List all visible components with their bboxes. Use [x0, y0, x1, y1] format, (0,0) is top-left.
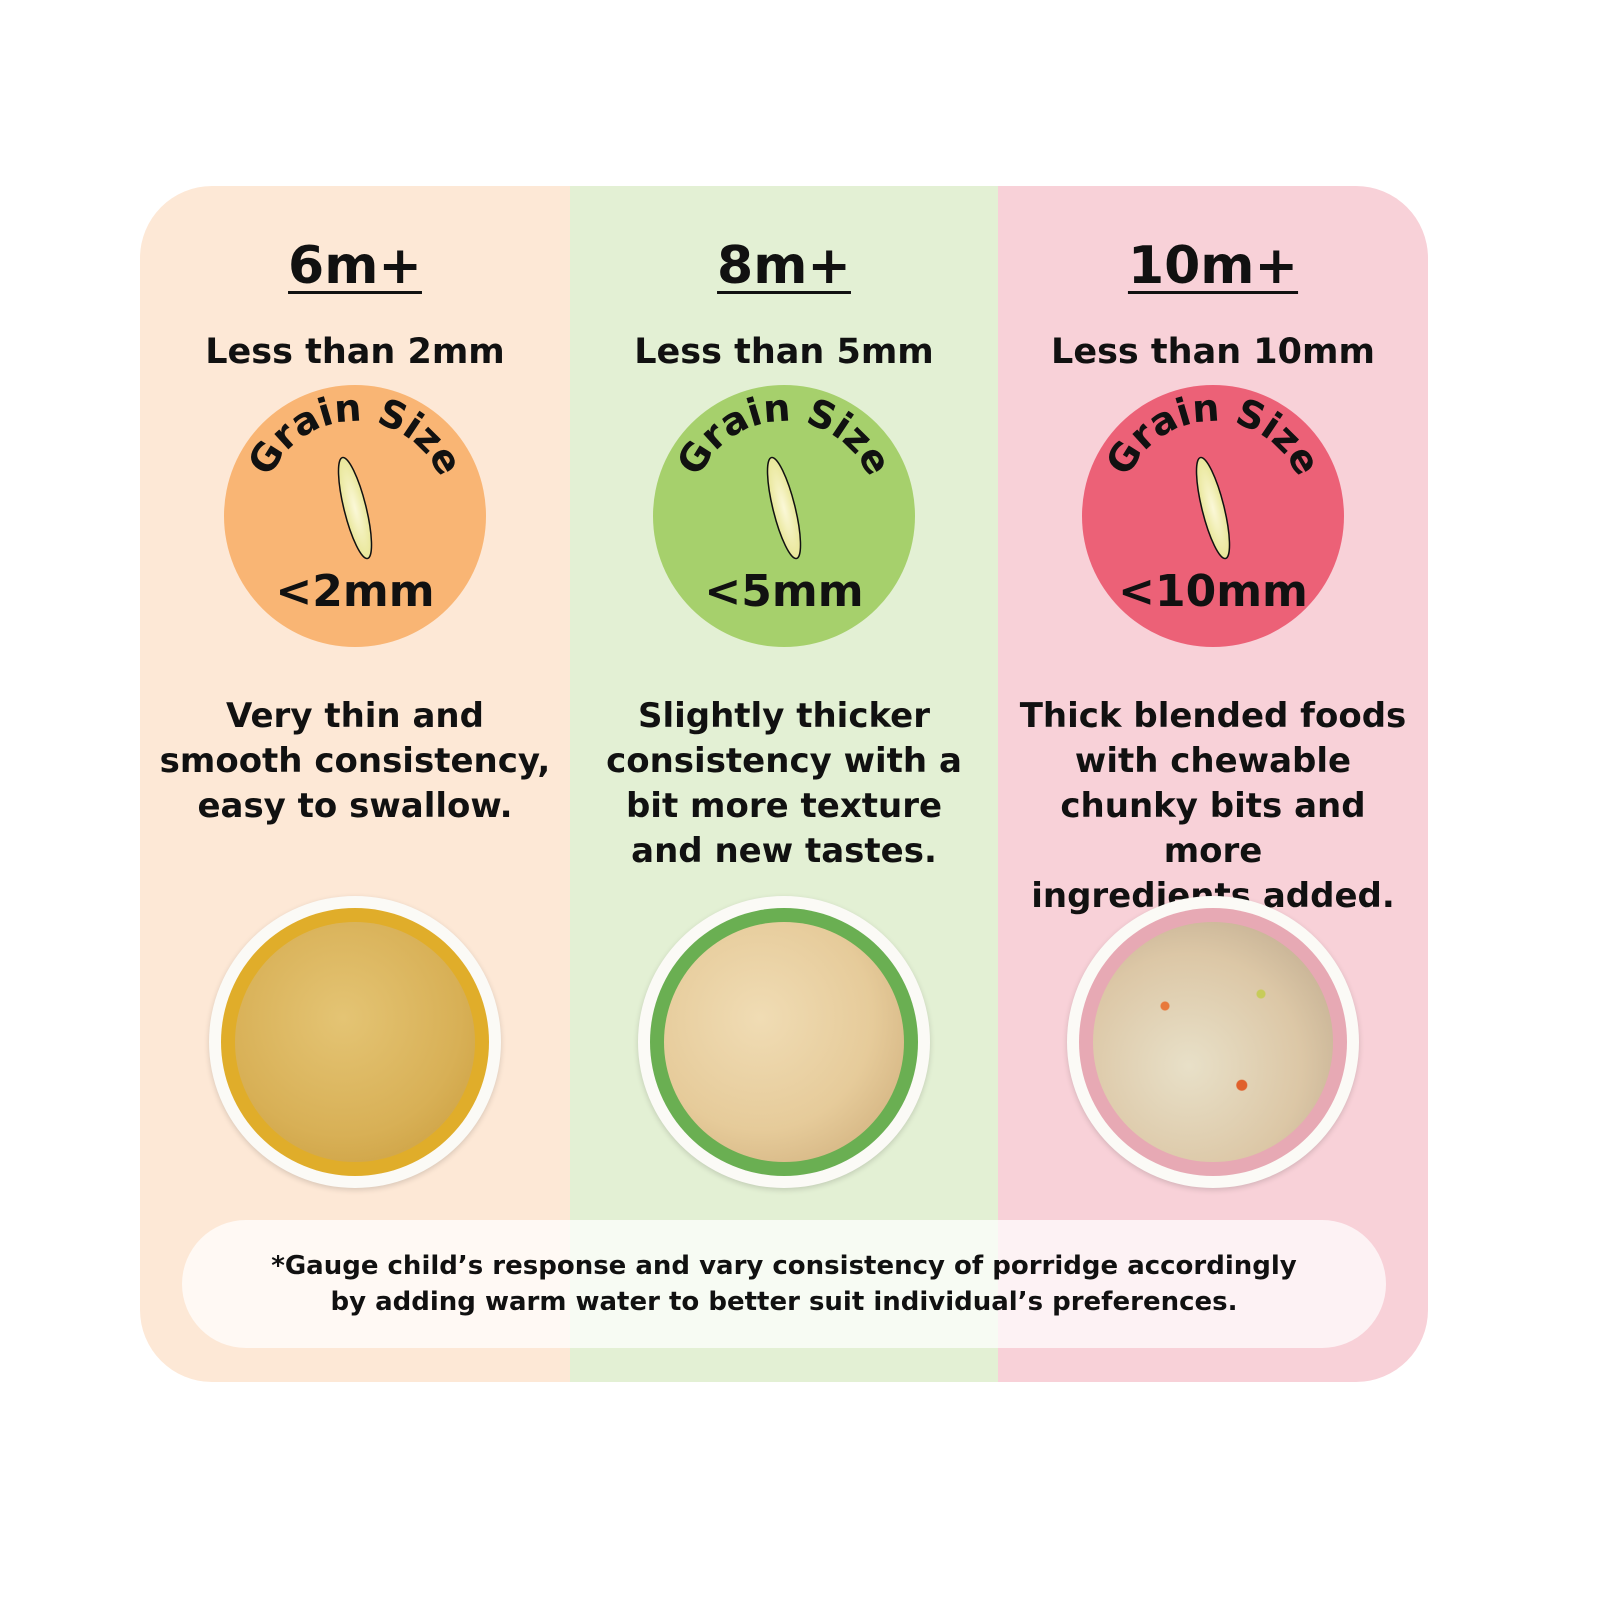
- footnote-line: by adding warm water to better suit indi…: [330, 1287, 1238, 1317]
- consistency-panel: 6m+ Less than 2mm Grain Size <2mm Very t…: [140, 186, 1428, 1382]
- description: Very thin and smooth consistency, easy to …: [150, 694, 560, 829]
- grain-size-badge: Grain Size <5mm: [653, 385, 915, 647]
- badge-value: <5mm: [704, 566, 863, 617]
- description-line: and new tastes.: [631, 831, 937, 871]
- column-6m: 6m+ Less than 2mm Grain Size <2mm Very t…: [140, 186, 570, 1382]
- porridge-bowl-image: [1067, 896, 1359, 1188]
- column-8m: 8m+ Less than 5mm Grain Size <5mm Slight…: [570, 186, 998, 1382]
- rice-grain-icon: [337, 456, 373, 560]
- grain-size-badge: Grain Size <2mm: [224, 385, 486, 647]
- age-heading: 10m+: [1127, 236, 1299, 296]
- age-heading: 8m+: [717, 236, 851, 296]
- badge-value: <10mm: [1118, 566, 1308, 617]
- description-line: Thick blended foods: [1019, 696, 1407, 736]
- footnote: *Gauge child’s response and vary consist…: [182, 1220, 1386, 1348]
- footnote-line: *Gauge child’s response and vary consist…: [271, 1251, 1297, 1281]
- description-line: with chewable: [1074, 741, 1352, 781]
- description-line: smooth consistency,: [159, 741, 551, 781]
- size-text: Less than 5mm: [634, 332, 934, 372]
- size-text: Less than 10mm: [1051, 332, 1375, 372]
- description-line: Slightly thicker: [637, 696, 931, 736]
- description: Slightly thicker consistency with a bit mo…: [580, 694, 988, 874]
- description: Thick blended foods with chewable chunky b…: [1008, 694, 1418, 919]
- description-line: easy to swallow.: [197, 786, 513, 826]
- grain-size-badge: Grain Size <10mm: [1082, 385, 1344, 647]
- description-line: bit more texture: [625, 786, 943, 826]
- porridge-bowl-image: [638, 896, 930, 1188]
- badge-value: <2mm: [275, 566, 434, 617]
- column-10m: 10m+ Less than 10mm Grain Size <10mm Thi…: [998, 186, 1428, 1382]
- rice-grain-icon: [1195, 456, 1231, 560]
- rice-grain-icon: [766, 456, 802, 560]
- porridge-bowl-image: [209, 896, 501, 1188]
- age-heading: 6m+: [288, 236, 422, 296]
- description-line: Very thin and: [226, 696, 484, 736]
- size-text: Less than 2mm: [205, 332, 505, 372]
- description-line: consistency with a: [606, 741, 962, 781]
- description-line: chunky bits and more: [1060, 786, 1366, 871]
